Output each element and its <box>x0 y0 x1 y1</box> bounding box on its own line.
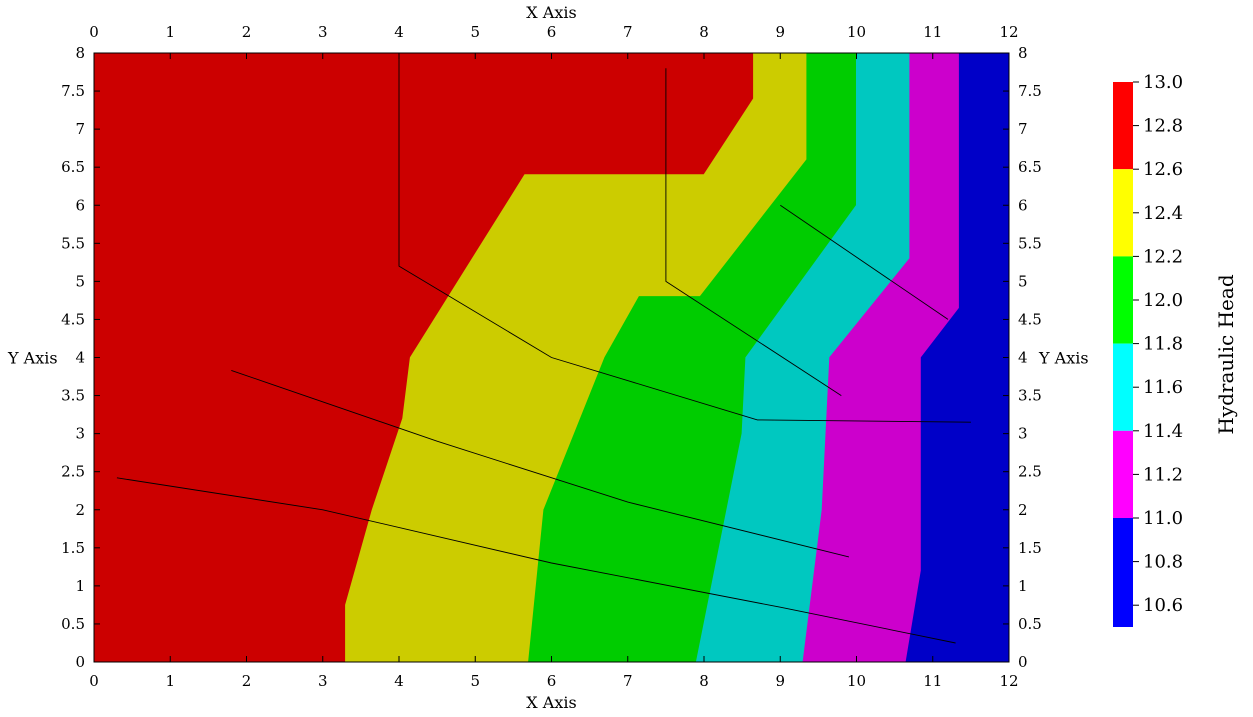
y-tick-label-right: 4 <box>1018 349 1028 367</box>
x-tick-label-bottom: 5 <box>470 672 480 690</box>
x-tick-label-top: 2 <box>242 23 252 41</box>
x-tick-label-bottom: 1 <box>165 672 175 690</box>
x-tick-label-bottom: 0 <box>89 672 99 690</box>
y-tick-label-right: 2.5 <box>1018 463 1042 481</box>
y-tick-label-left: 0.5 <box>61 615 85 633</box>
y-tick-label-right: 0.5 <box>1018 615 1042 633</box>
colorbar-tick-label: 11.2 <box>1143 464 1183 485</box>
x-tick-label-top: 9 <box>775 23 785 41</box>
y-tick-label-right: 7 <box>1018 120 1028 138</box>
x-axis-title-bottom: X Axis <box>526 693 576 712</box>
x-tick-label-bottom: 8 <box>699 672 709 690</box>
y-tick-label-right: 8 <box>1018 44 1028 62</box>
y-axis-title-left: Y Axis <box>7 349 58 368</box>
pathline-3 <box>398 53 971 423</box>
x-tick-label-bottom: 3 <box>318 672 328 690</box>
x-tick-label-bottom: 6 <box>547 672 557 690</box>
colorbar-title: Hydraulic Head <box>1214 274 1238 434</box>
x-tick-label-top: 1 <box>165 23 175 41</box>
pathline-5 <box>780 204 949 320</box>
y-tick-label-left: 4.5 <box>61 310 85 328</box>
y-tick-label-right: 0 <box>1018 653 1028 671</box>
pathline-1 <box>116 477 956 644</box>
colorbar-band <box>1113 256 1133 344</box>
colorbar-tick-label: 11.4 <box>1143 421 1183 442</box>
y-tick-label-right: 1.5 <box>1018 539 1042 557</box>
x-tick-label-bottom: 7 <box>623 672 633 690</box>
x-tick-label-bottom: 4 <box>394 672 404 690</box>
y-tick-label-right: 5.5 <box>1018 234 1042 252</box>
pathline-2 <box>231 369 850 558</box>
y-tick-label-left: 5 <box>75 272 85 290</box>
y-tick-label-right: 1 <box>1018 577 1028 595</box>
colorbar-band <box>1113 169 1133 257</box>
y-tick-label-right: 6.5 <box>1018 158 1042 176</box>
colorbar-tick-label: 10.6 <box>1143 595 1183 616</box>
x-tick-label-top: 8 <box>699 23 709 41</box>
y-tick-label-left: 7.5 <box>61 82 85 100</box>
pathline-4 <box>665 68 842 396</box>
x-axis-title-top: X Axis <box>526 3 576 22</box>
y-tick-label-left: 2.5 <box>61 463 85 481</box>
x-tick-label-top: 3 <box>318 23 328 41</box>
contour-regions <box>93 52 1010 663</box>
y-tick-label-right: 3.5 <box>1018 387 1042 405</box>
colorbar-band <box>1113 518 1133 627</box>
y-tick-label-right: 4.5 <box>1018 310 1042 328</box>
colorbar-tick-label: 12.4 <box>1143 203 1183 224</box>
y-tick-label-right: 7.5 <box>1018 82 1042 100</box>
y-tick-label-left: 6 <box>75 196 85 214</box>
pathlines <box>116 53 971 644</box>
x-tick-label-top: 12 <box>999 23 1018 41</box>
colorbar-tick-label: 12.6 <box>1143 159 1183 180</box>
y-tick-label-left: 1.5 <box>61 539 85 557</box>
x-tick-label-bottom: 9 <box>775 672 785 690</box>
colorbar-band <box>1113 343 1133 431</box>
y-tick-label-left: 4 <box>75 349 85 367</box>
x-tick-label-top: 4 <box>394 23 404 41</box>
colorbar-tick-label: 13.0 <box>1143 72 1183 93</box>
y-axis-title-right: Y Axis <box>1038 349 1089 368</box>
x-tick-label-top: 6 <box>547 23 557 41</box>
colorbar-tick-label: 10.8 <box>1143 552 1183 573</box>
x-tick-label-bottom: 10 <box>847 672 866 690</box>
colorbar-tick-label: 12.2 <box>1143 246 1183 267</box>
x-tick-label-top: 10 <box>847 23 866 41</box>
y-tick-label-left: 3 <box>75 425 85 443</box>
colorbar-tick-label: 11.0 <box>1143 508 1183 529</box>
y-tick-label-left: 2 <box>75 501 85 519</box>
y-tick-label-left: 7 <box>75 120 85 138</box>
x-tick-label-top: 0 <box>89 23 99 41</box>
y-tick-label-right: 2 <box>1018 501 1028 519</box>
colorbar: 13.0 12.8 12.6 12.4 12.2 12.0 11.8 11.6 11.4 11.2… <box>1113 72 1183 627</box>
colorbar-tick-label: 12.8 <box>1143 116 1183 137</box>
y-tick-label-left: 8 <box>75 44 85 62</box>
x-tick-label-top: 5 <box>470 23 480 41</box>
x-tick-label-bottom: 2 <box>242 672 252 690</box>
y-tick-label-left: 3.5 <box>61 387 85 405</box>
colorbar-tick-label: 12.0 <box>1143 290 1183 311</box>
colorbar-band <box>1113 82 1133 170</box>
y-tick-label-left: 6.5 <box>61 158 85 176</box>
x-tick-label-bottom: 11 <box>923 672 942 690</box>
x-tick-label-bottom: 12 <box>999 672 1018 690</box>
y-tick-label-left: 0 <box>75 653 85 671</box>
y-tick-label-right: 5 <box>1018 272 1028 290</box>
y-tick-label-right: 3 <box>1018 425 1028 443</box>
y-tick-label-left: 5.5 <box>61 234 85 252</box>
y-tick-label-right: 6 <box>1018 196 1028 214</box>
colorbar-tick-label: 11.8 <box>1143 334 1183 355</box>
colorbar-tick-label: 11.6 <box>1143 377 1183 398</box>
x-tick-label-top: 7 <box>623 23 633 41</box>
colorbar-band <box>1113 430 1133 518</box>
y-tick-label-left: 1 <box>75 577 85 595</box>
x-tick-label-top: 11 <box>923 23 942 41</box>
